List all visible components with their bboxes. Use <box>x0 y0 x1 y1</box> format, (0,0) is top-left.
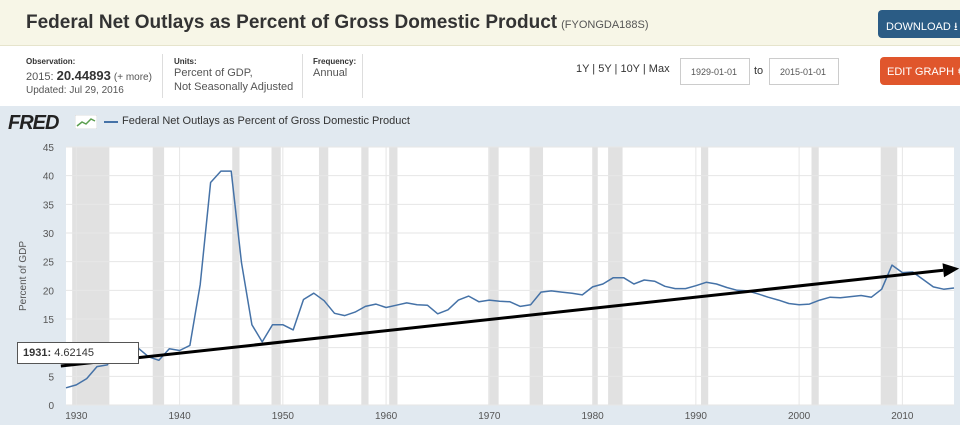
legend-series-name: Federal Net Outlays as Percent of Gross … <box>122 115 410 127</box>
x-tick-label: 1990 <box>685 411 708 422</box>
more-link[interactable]: (+ more) <box>113 72 152 83</box>
recession-shading <box>529 147 544 405</box>
x-tick-label: 1950 <box>272 411 295 422</box>
end-date-input[interactable]: 2015-01-01 <box>769 58 839 85</box>
trend-arrow-head <box>942 263 960 278</box>
y-tick-label: 15 <box>43 315 55 326</box>
x-tick-label: 1960 <box>375 411 398 422</box>
plot-area <box>66 147 954 405</box>
x-tick-label: 2000 <box>788 411 811 422</box>
edit-graph-button[interactable]: EDIT GRAPH ⚙ <box>880 57 960 85</box>
edit-graph-label: EDIT GRAPH <box>887 66 955 78</box>
observation-value: 2015: 20.44893 (+ more) <box>26 68 152 83</box>
trend-arrow-line <box>60 268 944 368</box>
y-tick-label: 0 <box>48 401 54 412</box>
download-icon: ⭳ <box>953 21 958 33</box>
divider <box>162 54 163 98</box>
divider <box>362 54 363 98</box>
divider <box>302 54 303 98</box>
series-id: (FYONGDA188S) <box>561 19 649 31</box>
y-tick-label: 35 <box>43 200 55 211</box>
y-tick-label: 40 <box>43 172 55 183</box>
y-tick-label: 30 <box>43 229 55 240</box>
units-line1: Percent of GDP, <box>174 67 253 79</box>
start-date-input[interactable]: 1929-01-01 <box>680 58 750 85</box>
tooltip-year: 1931: <box>23 347 52 359</box>
recession-shading <box>361 147 369 405</box>
recession-shading <box>271 147 281 405</box>
y-tick-label: 25 <box>43 258 55 269</box>
x-tick-label: 1930 <box>65 411 88 422</box>
frequency-label: Frequency: <box>313 57 357 66</box>
x-tick-label: 2010 <box>891 411 914 422</box>
y-tick-label: 20 <box>43 286 55 297</box>
download-label: DOWNLOAD <box>886 21 951 33</box>
tooltip-value: 4.62145 <box>54 347 94 359</box>
recession-shading <box>232 147 240 405</box>
recession-shading <box>72 147 110 405</box>
fred-logo: FRED <box>8 112 59 134</box>
y-axis-label: Percent of GDP <box>18 241 29 311</box>
recession-shading <box>811 147 819 405</box>
recession-shading <box>389 147 398 405</box>
hover-tooltip: 1931: 4.62145 <box>17 342 139 364</box>
to-label: to <box>754 65 764 77</box>
recession-shading <box>701 147 709 405</box>
observation-label: Observation: <box>26 57 76 66</box>
x-tick-label: 1970 <box>478 411 501 422</box>
legend-swatch <box>104 121 118 123</box>
units-label: Units: <box>174 57 197 66</box>
frequency-value: Annual <box>313 67 348 79</box>
recession-shading <box>592 147 598 405</box>
range-selector[interactable]: 1Y | 5Y | 10Y | Max <box>576 63 670 75</box>
x-tick-label: 1940 <box>168 411 191 422</box>
recession-shading <box>608 147 623 405</box>
recession-shading <box>318 147 329 405</box>
updated-date: Updated: Jul 29, 2016 <box>26 85 124 96</box>
y-tick-label: 5 <box>48 372 54 383</box>
series-line <box>65 170 955 389</box>
page-title: Federal Net Outlays as Percent of Gross … <box>26 12 649 33</box>
download-button[interactable]: DOWNLOAD ⭳ <box>878 10 960 38</box>
recession-shading <box>488 147 499 405</box>
gear-icon: ⚙ <box>957 66 960 78</box>
x-tick-label: 1980 <box>581 411 604 422</box>
y-tick-label: 45 <box>43 143 55 154</box>
fred-chart-icon <box>75 115 97 129</box>
units-line2: Not Seasonally Adjusted <box>174 81 294 93</box>
header-bar: Federal Net Outlays as Percent of Gross … <box>0 0 960 46</box>
recession-shading <box>152 147 165 405</box>
